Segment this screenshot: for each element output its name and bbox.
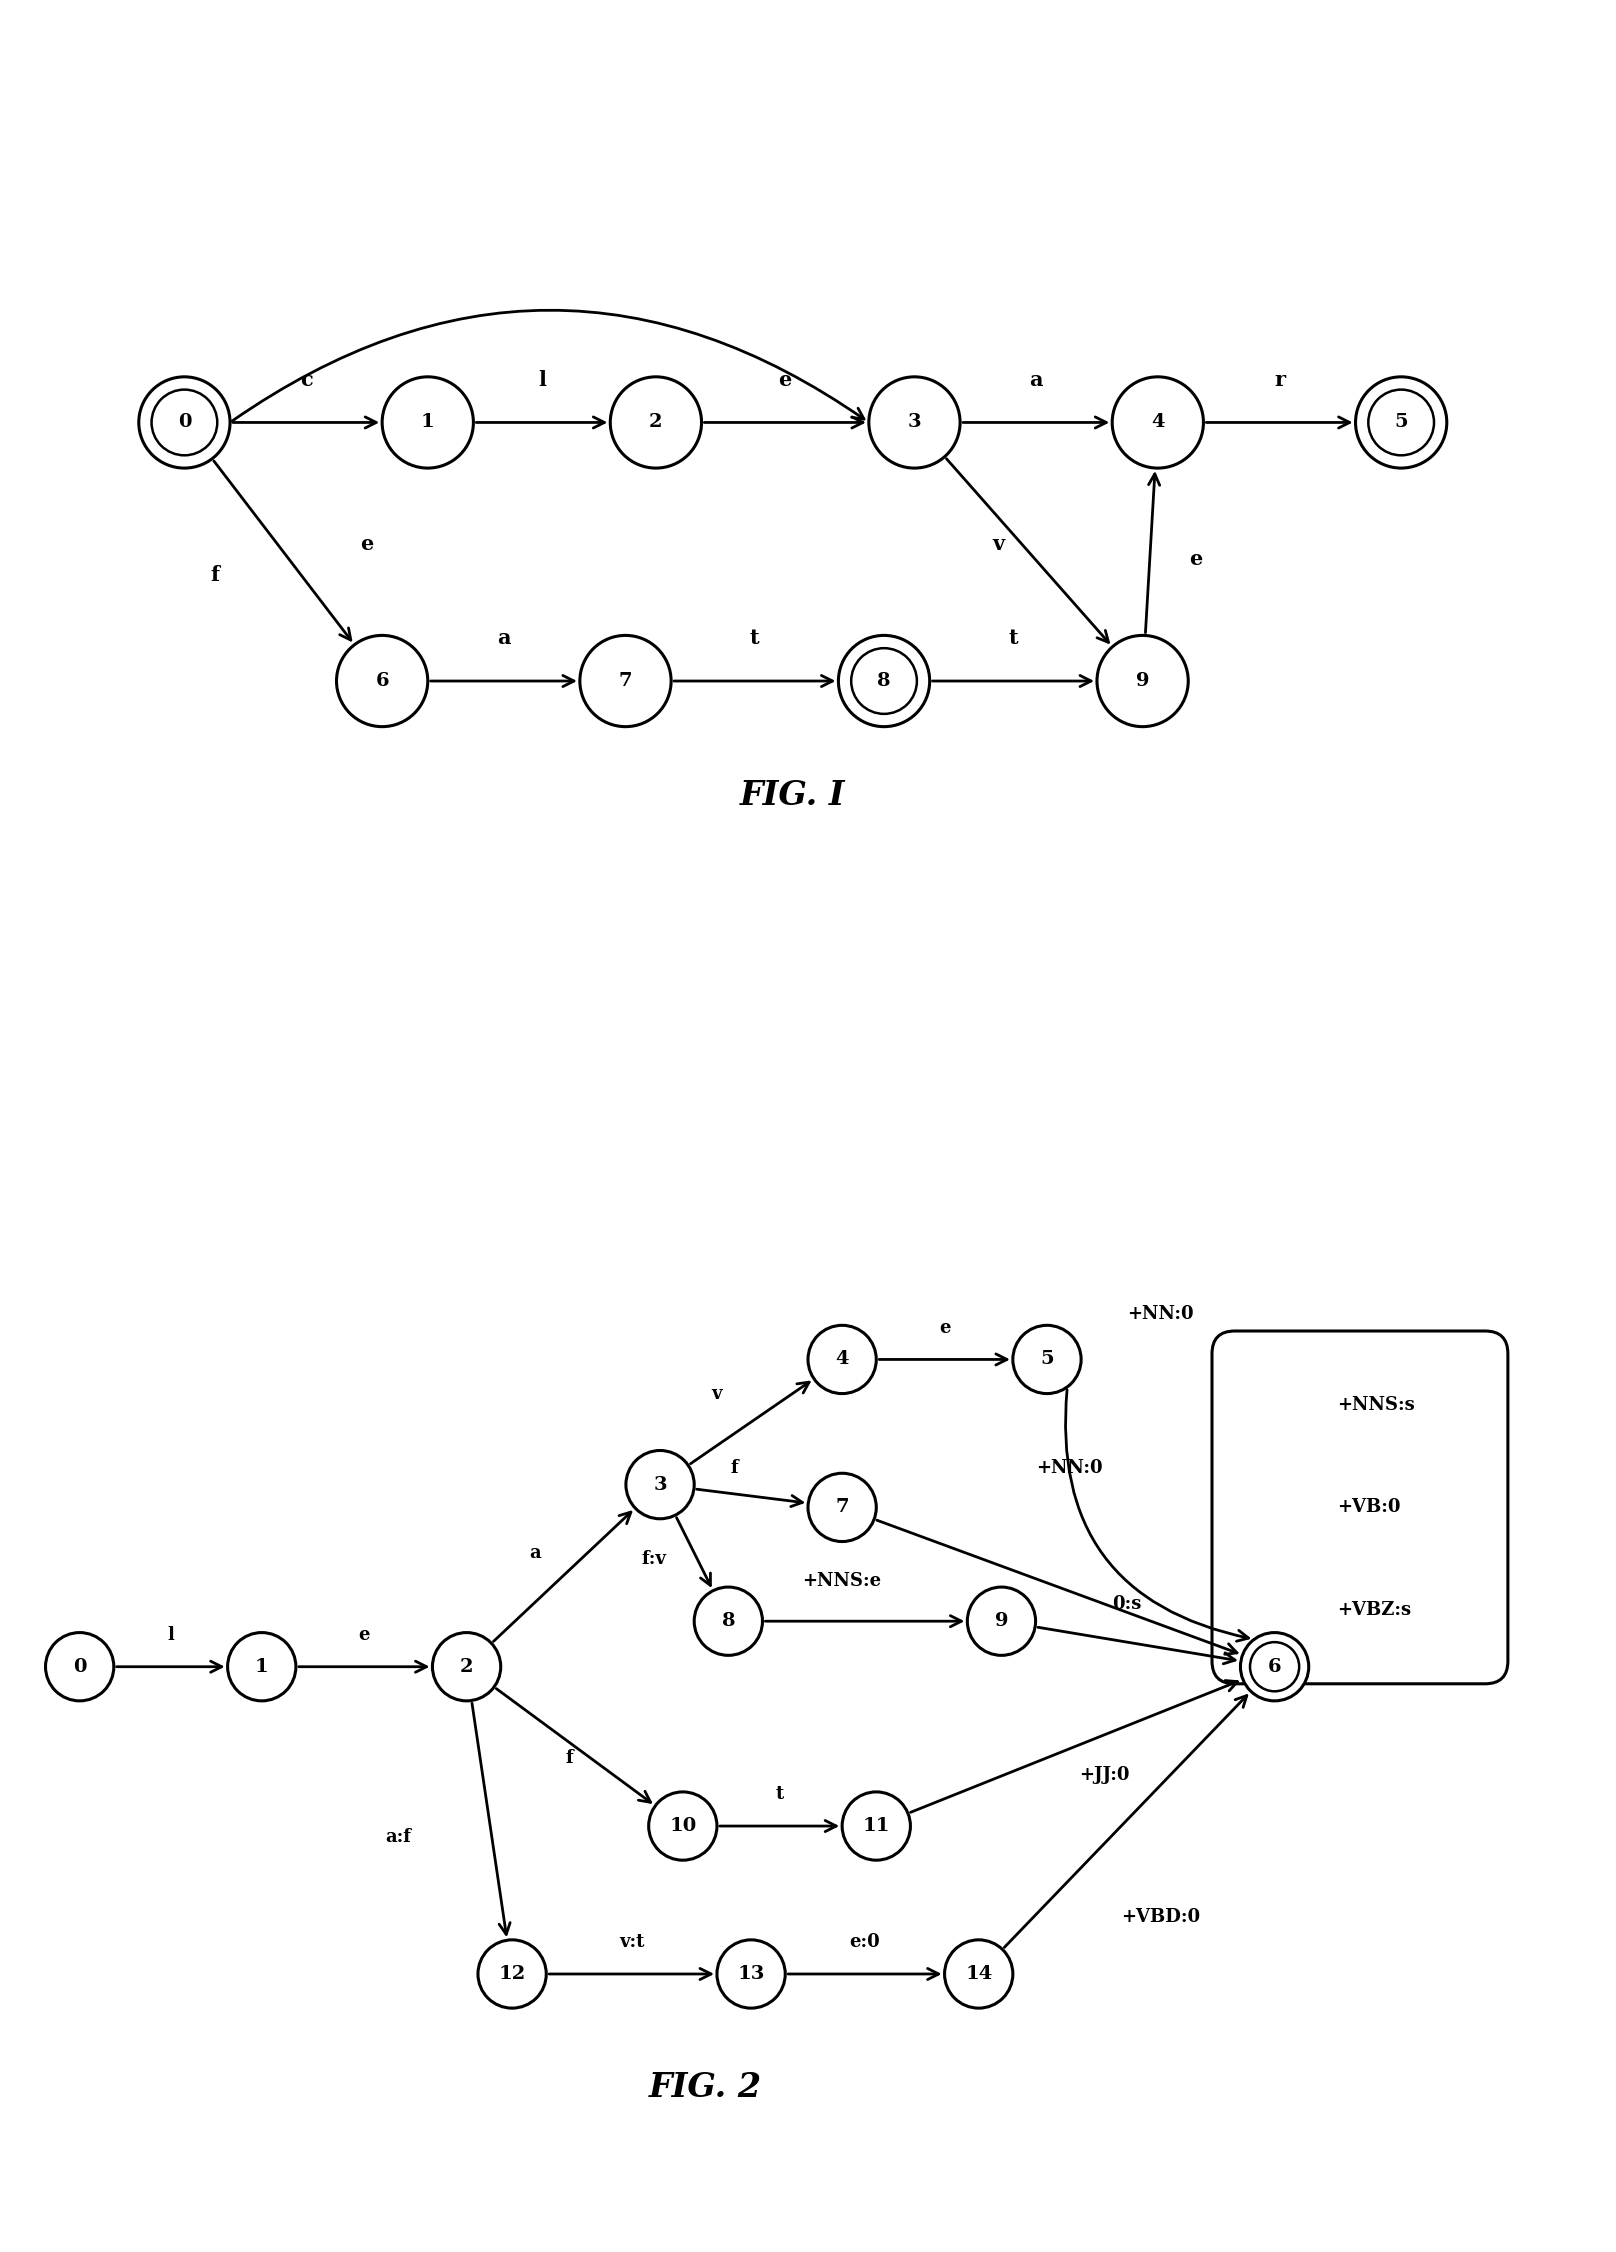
Text: +VBZ:s: +VBZ:s <box>1336 1601 1411 1619</box>
Text: a: a <box>498 628 511 649</box>
Circle shape <box>478 1939 546 2009</box>
Text: 1: 1 <box>255 1657 268 1675</box>
Text: 7: 7 <box>619 671 632 689</box>
Text: +NNS:e: +NNS:e <box>803 1572 882 1590</box>
Circle shape <box>1097 635 1188 727</box>
Text: e: e <box>1189 549 1202 570</box>
Text: 9: 9 <box>1136 671 1149 689</box>
Text: 11: 11 <box>863 1817 890 1835</box>
Circle shape <box>1013 1326 1081 1394</box>
Text: FIG. I: FIG. I <box>740 779 845 811</box>
Text: 3: 3 <box>908 414 921 432</box>
Circle shape <box>968 1588 1036 1655</box>
Text: f: f <box>730 1459 739 1477</box>
Text: r: r <box>1273 369 1285 390</box>
Text: +VB:0: +VB:0 <box>1336 1498 1401 1516</box>
Circle shape <box>808 1473 876 1543</box>
Text: 12: 12 <box>498 1966 525 1984</box>
Text: e: e <box>779 369 792 390</box>
Text: 0:s: 0:s <box>1112 1594 1141 1612</box>
Text: +JJ:0: +JJ:0 <box>1078 1766 1130 1784</box>
Circle shape <box>45 1633 113 1700</box>
Text: 13: 13 <box>737 1966 764 1984</box>
Text: +NN:0: +NN:0 <box>1128 1304 1194 1322</box>
Circle shape <box>869 376 960 468</box>
Circle shape <box>336 635 428 727</box>
Text: 0: 0 <box>178 414 191 432</box>
Circle shape <box>580 635 671 727</box>
FancyBboxPatch shape <box>1212 1331 1508 1684</box>
Text: +VBD:0: +VBD:0 <box>1122 1907 1201 1925</box>
Text: +NNS:s: +NNS:s <box>1336 1396 1416 1414</box>
Circle shape <box>1356 376 1446 468</box>
Text: v: v <box>711 1385 722 1403</box>
Text: a: a <box>1029 369 1042 390</box>
Circle shape <box>1241 1633 1309 1700</box>
Text: l: l <box>538 369 546 390</box>
Circle shape <box>842 1793 910 1860</box>
Text: a:f: a:f <box>385 1829 412 1847</box>
Text: 1: 1 <box>420 414 435 432</box>
Text: 3: 3 <box>653 1475 667 1493</box>
Text: 8: 8 <box>877 671 890 689</box>
Text: l: l <box>168 1626 175 1644</box>
Circle shape <box>1112 376 1204 468</box>
Text: 14: 14 <box>965 1966 992 1984</box>
Text: f: f <box>210 565 220 586</box>
Circle shape <box>695 1588 763 1655</box>
Text: e: e <box>939 1320 950 1338</box>
Circle shape <box>625 1450 695 1518</box>
Circle shape <box>945 1939 1013 2009</box>
Text: 0: 0 <box>73 1657 86 1675</box>
Circle shape <box>611 376 701 468</box>
Text: e: e <box>359 1626 370 1644</box>
Circle shape <box>433 1633 501 1700</box>
Text: f:v: f:v <box>642 1549 667 1567</box>
Circle shape <box>718 1939 785 2009</box>
Text: v:t: v:t <box>619 1932 645 1950</box>
Text: t: t <box>750 628 760 649</box>
Text: c: c <box>299 369 312 390</box>
Circle shape <box>808 1326 876 1394</box>
Circle shape <box>839 635 929 727</box>
Text: e:0: e:0 <box>850 1932 881 1950</box>
Text: 6: 6 <box>375 671 389 689</box>
Circle shape <box>648 1793 718 1860</box>
Text: 10: 10 <box>669 1817 696 1835</box>
Text: 2: 2 <box>650 414 663 432</box>
Text: 2: 2 <box>461 1657 473 1675</box>
Text: 4: 4 <box>1151 414 1165 432</box>
Text: e: e <box>360 534 373 554</box>
Text: 8: 8 <box>722 1612 735 1630</box>
Text: 4: 4 <box>835 1351 848 1369</box>
Text: a: a <box>528 1545 541 1563</box>
Text: 7: 7 <box>835 1498 848 1516</box>
Text: 9: 9 <box>995 1612 1008 1630</box>
Text: f: f <box>566 1750 574 1768</box>
Text: t: t <box>1008 628 1018 649</box>
Text: 5: 5 <box>1395 414 1408 432</box>
Circle shape <box>228 1633 296 1700</box>
Text: 6: 6 <box>1269 1657 1281 1675</box>
Text: 5: 5 <box>1041 1351 1054 1369</box>
Circle shape <box>381 376 473 468</box>
Text: v: v <box>992 534 1004 554</box>
Text: FIG. 2: FIG. 2 <box>650 2072 763 2103</box>
Circle shape <box>139 376 229 468</box>
Text: t: t <box>776 1786 784 1804</box>
Text: +NN:0: +NN:0 <box>1036 1459 1104 1477</box>
